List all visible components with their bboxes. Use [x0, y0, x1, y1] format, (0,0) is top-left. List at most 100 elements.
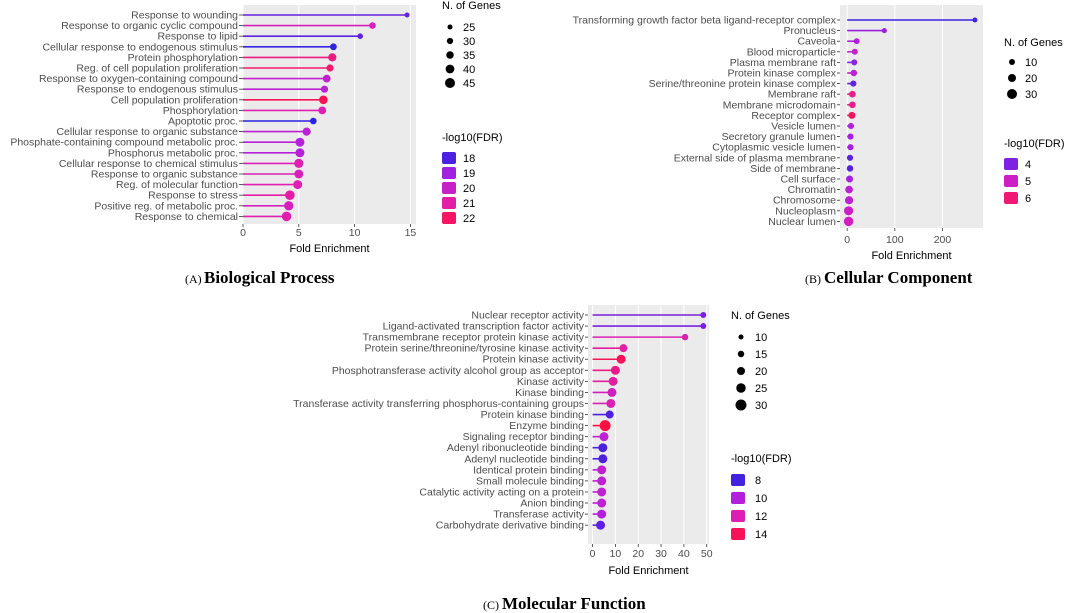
size-legend-dot: [737, 350, 745, 358]
lollipop-dot: [850, 80, 857, 87]
category-label: Membrane raft: [768, 89, 836, 101]
category-label: Transferase activity: [493, 509, 584, 521]
lollipop-dot: [700, 323, 707, 330]
size-legend-dot: [445, 64, 455, 74]
category-label: Membrane microdomain: [723, 99, 836, 111]
color-legend-title: -log10(FDR): [731, 453, 792, 465]
lollipop-dot: [285, 190, 295, 200]
size-legend-dot: [446, 37, 454, 45]
category-label: Small molecule binding: [476, 475, 584, 487]
color-legend-title: -log10(FDR): [1004, 138, 1065, 150]
panel-label: (A): [185, 272, 202, 286]
size-legend-dot: [445, 78, 455, 88]
size-legend-label: 15: [755, 349, 767, 361]
chart-panel-molecular-function: Nuclear receptor activityLigand-activate…: [293, 305, 792, 613]
category-label: Protein serine/threonine/tyrosine kinase…: [365, 343, 585, 355]
lollipop-dot: [616, 354, 626, 364]
color-legend-label: 12: [755, 511, 767, 523]
lollipop-dot: [846, 165, 854, 172]
size-legend-label: 40: [463, 64, 475, 76]
lollipop-dot: [847, 133, 854, 140]
x-tick-label: 0: [844, 234, 850, 246]
category-label: Response to stress: [148, 190, 238, 202]
category-label: Blood microparticle: [747, 46, 836, 58]
size-legend-title: N. of Genes: [1004, 37, 1063, 49]
color-legend-swatch: [442, 212, 456, 224]
category-label: Phosphate-containing compound metabolic …: [10, 137, 238, 149]
lollipop-dot: [847, 144, 854, 151]
size-legend-dot: [447, 24, 453, 30]
category-label: Secretory granule lumen: [722, 131, 837, 143]
category-label: Adenyl nucleotide binding: [464, 453, 584, 465]
lollipop-dot: [599, 420, 611, 432]
lollipop-dot: [681, 333, 689, 341]
lollipop-dot: [851, 48, 858, 55]
color-legend-swatch: [731, 492, 745, 504]
size-legend-dot: [1008, 74, 1016, 82]
category-label: Positive reg. of metabolic proc.: [94, 200, 238, 212]
lollipop-dot: [294, 169, 304, 179]
lollipop-dot: [598, 454, 608, 464]
x-axis-title: Fold Enrichment: [289, 243, 369, 255]
size-legend-label: 10: [1025, 57, 1037, 69]
lollipop-dot: [700, 312, 707, 318]
color-legend-label: 22: [463, 213, 475, 225]
category-label: Response to organic substance: [91, 169, 238, 181]
lollipop-dot: [850, 69, 858, 77]
x-tick-label: 30: [655, 548, 667, 560]
size-legend-label: 30: [755, 400, 767, 412]
lollipop-dot: [599, 432, 609, 442]
lollipop-dot: [326, 64, 334, 72]
color-legend-label: 21: [463, 198, 475, 210]
lollipop-dot: [607, 387, 617, 397]
x-tick-label: 40: [678, 548, 690, 560]
size-legend-dot: [735, 399, 747, 411]
lollipop-dot: [597, 487, 607, 497]
category-label: Response to endogenous stimulus: [77, 84, 238, 96]
plot-background: [243, 5, 416, 224]
lollipop-dot: [597, 498, 607, 508]
color-legend-label: 20: [463, 183, 475, 195]
category-label: Response to oxygen-containing compound: [39, 73, 238, 85]
size-legend-label: 10: [755, 332, 767, 344]
x-tick-label: 20: [632, 548, 644, 560]
lollipop-dot: [845, 185, 853, 194]
lollipop-dot: [844, 196, 854, 205]
size-legend-label: 35: [463, 50, 475, 62]
category-label: Cell population proliferation: [111, 94, 238, 106]
category-label: Transferase activity transferring phosph…: [293, 398, 584, 410]
lollipop-dot: [849, 101, 856, 109]
lollipop-dot: [847, 122, 855, 130]
lollipop-dot: [853, 38, 860, 45]
category-label: Phosphotransferase activity alcohol grou…: [332, 365, 585, 377]
category-label: Protein phosphorylation: [128, 52, 238, 64]
category-label: Plasma membrane raft: [730, 57, 836, 69]
category-label: Anion binding: [520, 498, 584, 510]
category-label: Vesicle lumen: [771, 121, 836, 133]
lollipop-dot: [598, 443, 608, 453]
category-label: Signaling receptor binding: [463, 431, 585, 443]
panel-label: (C): [483, 598, 499, 612]
lollipop-dot: [596, 520, 606, 530]
x-tick-label: 10: [349, 227, 361, 239]
category-label: Transforming growth factor beta ligand-r…: [573, 15, 837, 27]
panel-title: Biological Process: [204, 268, 335, 287]
color-legend-label: 14: [755, 529, 767, 541]
lollipop-dot: [846, 175, 854, 183]
category-label: Cytoplasmic vesicle lumen: [712, 142, 836, 154]
lollipop-dot: [322, 74, 331, 83]
size-legend-dot: [736, 383, 746, 393]
category-label: Side of membrane: [750, 163, 836, 175]
lollipop-dot: [295, 137, 305, 147]
category-label: Transmembrane receptor protein kinase ac…: [363, 332, 585, 344]
panel-label: (B): [805, 272, 821, 286]
color-legend-label: 6: [1025, 193, 1031, 205]
lollipop-dot: [849, 90, 856, 98]
color-legend-swatch: [1004, 192, 1018, 204]
lollipop-dot: [404, 12, 410, 18]
category-label: Catalytic activity acting on a protein: [419, 486, 584, 498]
category-label: Cellular response to endogenous stimulus: [42, 41, 238, 53]
lollipop-dot: [294, 158, 304, 168]
color-legend-label: 4: [1025, 159, 1031, 171]
